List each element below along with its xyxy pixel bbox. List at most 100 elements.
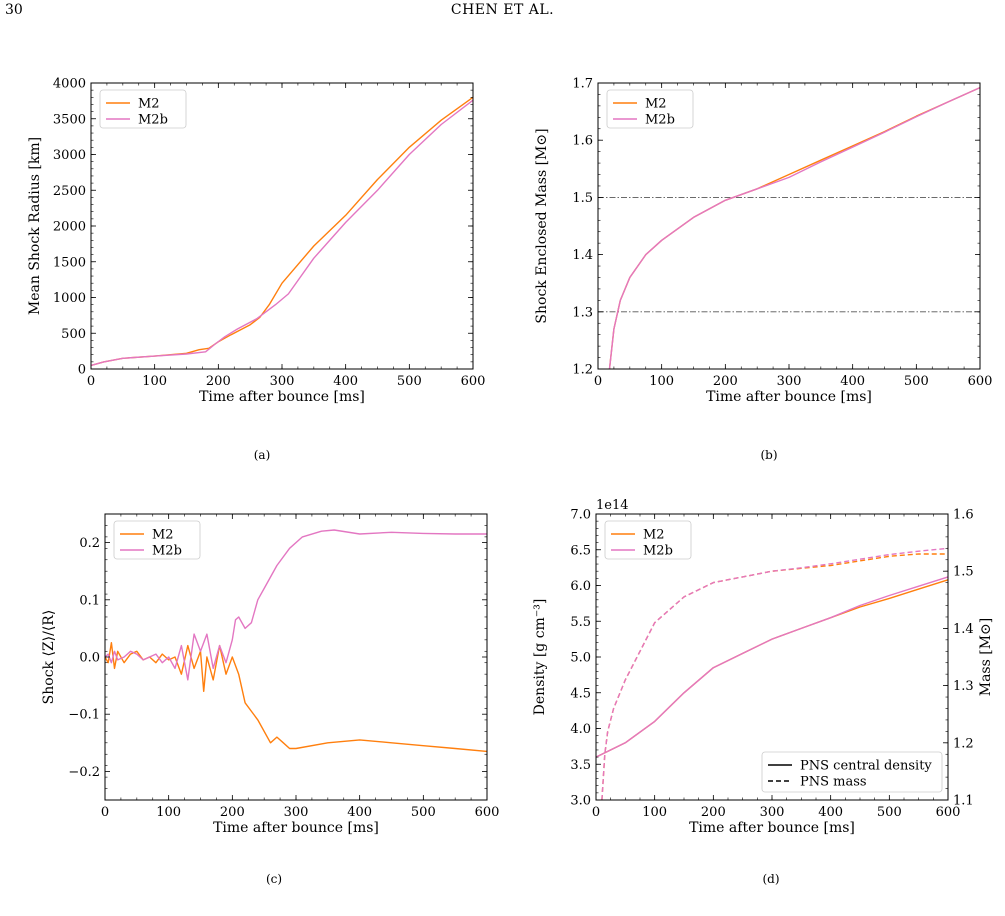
y-right-tick-label: 1.4 [953, 622, 974, 637]
x-axis-label: Time after bounce [ms] [689, 820, 855, 836]
y-tick-label: 500 [61, 327, 86, 342]
y-tick-label: 3500 [53, 112, 86, 127]
y-right-axis-label: Mass [M⊙] [978, 618, 994, 697]
x-tick-label: 200 [713, 374, 738, 389]
x-tick-label: 200 [701, 805, 726, 820]
x-axis-label: Time after bounce [ms] [706, 389, 872, 405]
style-legend-label: PNS central density [800, 759, 932, 774]
x-tick-label: 100 [142, 374, 167, 389]
y-right-tick-label: 1.5 [953, 565, 974, 580]
chart-b: 0 100 200 300 400 500 600 1.2 1.3 1.4 1.5 1.6 1.7 Tim… [534, 77, 992, 406]
series-line-m2 [104, 642, 488, 753]
y-tick-label: 2000 [53, 220, 86, 235]
y-tick-label: 5.0 [570, 651, 591, 666]
caption-c: (c) [265, 872, 283, 886]
x-tick-label: 400 [840, 374, 865, 389]
y-tick-label: 1500 [53, 255, 86, 270]
series-line-m2b [608, 86, 981, 370]
y-tick-label: 4.5 [570, 686, 591, 701]
y-tick-label: 0.0 [79, 651, 100, 666]
chart-c: 0 100 200 300 400 500 600 −0.2 −0.1 0.0 0.1 0.2 Time… [41, 513, 500, 836]
x-tick-label: 300 [270, 374, 295, 389]
legend-label-m2b: M2b [152, 544, 182, 559]
y-tick-label: 1000 [53, 291, 86, 306]
x-tick-label: 300 [760, 805, 785, 820]
x-tick-label: 200 [220, 805, 245, 820]
y-axis-label: Mean Shock Radius [km] [27, 137, 43, 315]
x-tick-label: 200 [206, 374, 231, 389]
x-tick-label: 300 [284, 805, 309, 820]
y-tick-label: 7.0 [570, 508, 591, 523]
x-tick-label: 500 [877, 805, 902, 820]
x-tick-label: 500 [397, 374, 422, 389]
y-tick-label: 4000 [53, 77, 86, 92]
series-line-m2-pns-central-density [595, 579, 949, 758]
running-head: CHEN ET AL. [450, 2, 555, 18]
y-tick-label: 1.6 [572, 134, 593, 149]
y-right-tick-label: 1.6 [953, 508, 974, 523]
y-axis-label: Shock ⟨Z⟩/⟨R⟩ [41, 610, 57, 705]
caption-b: (b) [760, 448, 778, 462]
y-tick-label: 0.1 [79, 593, 100, 608]
y-tick-label: 3000 [53, 148, 86, 163]
legend-label-m2b: M2b [645, 113, 675, 128]
style-legend-box [761, 751, 943, 793]
x-tick-label: 100 [642, 805, 667, 820]
series-line-m2b-pns-mass [601, 547, 949, 801]
y-tick-label: 0.2 [79, 536, 100, 551]
legend-label-m2b: M2b [643, 544, 673, 559]
x-tick-label: 600 [475, 805, 500, 820]
x-tick-label: 100 [649, 374, 674, 389]
x-tick-label: 0 [101, 805, 109, 820]
x-axis-label: Time after bounce [ms] [199, 389, 365, 405]
style-legend-label: PNS mass [800, 775, 867, 790]
series-line-m2 [608, 86, 981, 370]
legend-label-m2b: M2b [138, 113, 168, 128]
y-tick-label: 1.3 [572, 305, 593, 320]
legend-label-m2: M2 [643, 528, 665, 543]
series-line-m2b [104, 529, 487, 681]
y-tick-label: −0.2 [68, 765, 100, 780]
y-tick-label: 2500 [53, 184, 86, 199]
y-tick-label: 3.0 [570, 794, 591, 809]
page-number: 30 [5, 2, 23, 18]
x-tick-label: 400 [333, 374, 358, 389]
legend-label-m2: M2 [138, 97, 160, 112]
y-right-tick-label: 1.3 [953, 679, 974, 694]
chart-a: 0 100 200 300 400 500 600 0 500 1000 1500 2000 2500 3… [27, 77, 485, 406]
chart-d: 0 100 200 300 400 500 600 3.0 3.5 4.0 4.5 5.0 5.5 6.0… [532, 498, 994, 836]
y-tick-label: 3.5 [570, 758, 591, 773]
caption-a: (a) [253, 448, 271, 462]
x-tick-label: 0 [594, 374, 602, 389]
series-line-m2b [90, 99, 474, 367]
y-tick-label: 1.2 [572, 363, 593, 378]
y-right-tick-label: 1.2 [953, 736, 974, 751]
x-tick-label: 600 [968, 374, 993, 389]
x-tick-label: 0 [87, 374, 95, 389]
x-tick-label: 400 [347, 805, 372, 820]
y-tick-label: 6.5 [570, 543, 591, 558]
x-tick-label: 100 [156, 805, 181, 820]
y-tick-label: 1.5 [572, 191, 593, 206]
y-axis-label: Density [g cm⁻³] [532, 599, 548, 716]
x-tick-label: 300 [777, 374, 802, 389]
series-line-m2 [90, 96, 474, 367]
x-tick-label: 500 [411, 805, 436, 820]
x-tick-label: 600 [936, 805, 961, 820]
y-tick-label: 6.0 [570, 579, 591, 594]
y-right-tick-label: 1.1 [953, 794, 974, 809]
y-tick-label: 0 [78, 363, 86, 378]
series-line-m2b-pns-central-density [595, 576, 949, 758]
y-axis-label: Shock Enclosed Mass [M⊙] [534, 128, 550, 323]
x-tick-label: 500 [904, 374, 929, 389]
x-tick-label: 0 [592, 805, 600, 820]
offset-label: 1e14 [596, 498, 629, 513]
legend-label-m2: M2 [645, 97, 667, 112]
caption-d: (d) [762, 872, 780, 886]
